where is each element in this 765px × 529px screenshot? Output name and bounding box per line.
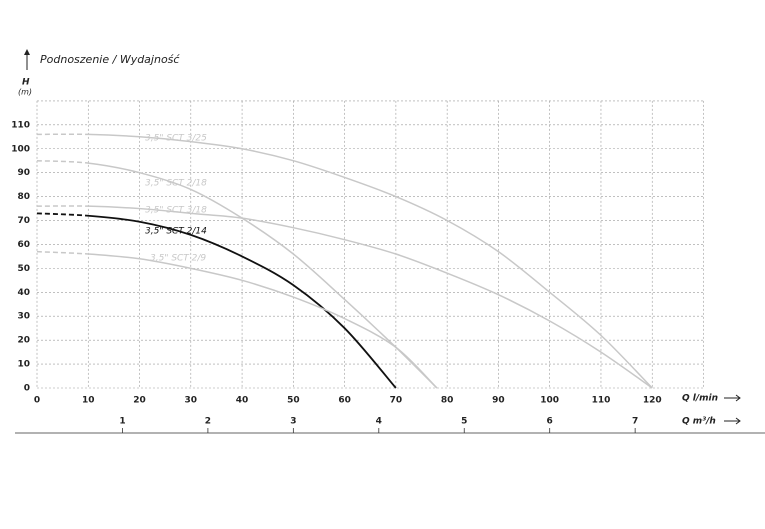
- x2-tick-label: 4: [376, 417, 382, 427]
- y-tick-label: 80: [17, 192, 30, 202]
- x-tick-label: 50: [287, 396, 300, 406]
- x2-tick-label: 1: [119, 417, 125, 427]
- x-tick-label: 80: [441, 396, 454, 406]
- x2-tick-label: 2: [205, 417, 211, 427]
- arrow-right: [724, 394, 741, 402]
- curve-label: 3,5" SCT 3/25: [145, 134, 207, 144]
- x-tick-label: 120: [643, 396, 662, 406]
- x2-tick-label: 5: [461, 417, 467, 427]
- x2-tick-label: 6: [547, 417, 553, 427]
- pump-curve: [36, 212, 397, 389]
- curve-label: 3,5" SCT 2/14: [145, 227, 207, 237]
- y-axis-label: H: [22, 78, 30, 88]
- pump-curve: [36, 159, 438, 389]
- x-tick-label: 30: [185, 396, 198, 406]
- x2-tick-label: 3: [290, 417, 296, 427]
- curve-label: 3,5" SCT 2/9: [150, 254, 206, 264]
- y-tick-label: 50: [17, 264, 30, 274]
- x-tick-label: 100: [540, 396, 559, 406]
- y-tick-label: 0: [24, 384, 30, 394]
- x-tick-label: 0: [34, 396, 40, 406]
- y-tick-label: 40: [17, 288, 30, 298]
- pump-curve: [36, 250, 438, 389]
- arrow-head: [24, 49, 30, 55]
- x-tick-label: 20: [133, 396, 146, 406]
- y-tick-label: 60: [17, 240, 30, 250]
- y-tick-label: 70: [17, 216, 30, 226]
- x-tick-label: 110: [592, 396, 611, 406]
- y-tick-label: 100: [11, 144, 30, 154]
- x-tick-label: 90: [492, 396, 505, 406]
- chart-title: Podnoszenie / Wydajność: [40, 53, 180, 66]
- y-axis-unit: (m): [18, 88, 32, 97]
- y-tick-label: 90: [17, 168, 30, 178]
- pump-curve: [36, 133, 653, 389]
- y-tick-label: 30: [17, 312, 30, 322]
- x-tick-label: 40: [236, 396, 249, 406]
- y-tick-label: 110: [11, 120, 30, 130]
- arrow-right: [724, 417, 741, 425]
- curve-label: 3,5" SCT 3/18: [145, 206, 207, 216]
- pump-curve: [36, 205, 653, 389]
- curve-label: 3,5" SCT 2/18: [145, 179, 207, 189]
- x-tick-label: 60: [338, 396, 351, 406]
- y-tick-label: 20: [17, 336, 30, 346]
- x-axis-label: Q l/min: [682, 394, 718, 404]
- x-tick-label: 10: [82, 396, 95, 406]
- x2-tick-label: 7: [632, 417, 638, 427]
- y-tick-label: 10: [17, 360, 30, 370]
- x-tick-label: 70: [390, 396, 403, 406]
- x2-axis-label: Q m³/h: [682, 417, 716, 427]
